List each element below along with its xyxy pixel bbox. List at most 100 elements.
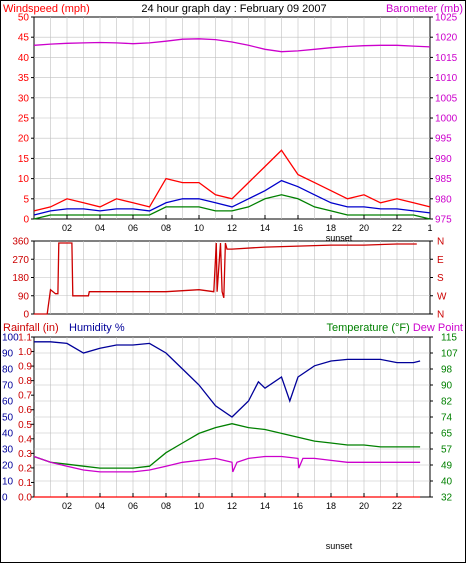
y-tick-label: 74 xyxy=(441,413,453,424)
y-tick-label: 980 xyxy=(435,194,452,205)
humidity-tick-label: 80 xyxy=(2,365,14,376)
temperature-series xyxy=(33,423,421,469)
x-tick-label: 02 xyxy=(62,223,72,233)
y-tick-label: 985 xyxy=(435,174,452,185)
y-tick-label: N xyxy=(437,310,444,321)
y-tick-label: 0.9 xyxy=(18,362,32,373)
x-tick-label: 16 xyxy=(293,501,303,511)
y-tick-label: 0.8 xyxy=(18,376,32,387)
y-tick-label: 0.3 xyxy=(18,449,32,460)
y-tick-label: 990 xyxy=(435,154,452,165)
y-tick-label: 90 xyxy=(18,291,30,302)
humidity-tick-label: 50 xyxy=(2,413,14,424)
y-tick-label: 90 xyxy=(441,381,453,392)
temperature-axis-label: Temperature (°F) Dew Point xyxy=(327,322,463,334)
windspeed-axis-label: Windspeed (mph) xyxy=(3,3,90,15)
humidity-tick-label: 70 xyxy=(2,381,14,392)
x-tick-label: 20 xyxy=(359,501,369,511)
y-tick-label: 0.6 xyxy=(18,405,32,416)
y-tick-label: E xyxy=(437,255,444,266)
y-tick-label: 20 xyxy=(18,134,30,145)
humidity-tick-label: 100 xyxy=(2,333,19,344)
y-tick-label: 0.0 xyxy=(18,493,32,504)
humidity-axis-label: Humidity % xyxy=(69,322,125,334)
humidity-tick-label: 0 xyxy=(2,493,8,504)
y-tick-label: 30 xyxy=(18,93,30,104)
humidity-tick-label: 90 xyxy=(2,349,14,360)
x-tick-label: 06 xyxy=(128,223,138,233)
y-tick-label: S xyxy=(437,273,444,284)
y-tick-label: 0.5 xyxy=(18,420,32,431)
humidity-tick-label: 40 xyxy=(2,429,14,440)
dew-point-series xyxy=(33,455,421,473)
x-tick-label: 16 xyxy=(293,223,303,233)
humidity-tick-label: 20 xyxy=(2,461,14,472)
y-tick-label: 0.7 xyxy=(18,391,32,402)
y-tick-label: 25 xyxy=(18,114,30,125)
y-tick-label: 1015 xyxy=(435,53,458,64)
y-tick-label: 0.1 xyxy=(18,478,32,489)
sunset-label-bottom: sunset xyxy=(326,541,353,551)
x-tick-label: 08 xyxy=(161,223,171,233)
y-tick-label: 995 xyxy=(435,134,452,145)
x-tick-label: 12 xyxy=(227,223,237,233)
x-tick-label: 10 xyxy=(194,501,204,511)
y-tick-label: 180 xyxy=(12,273,29,284)
y-tick-label: N xyxy=(437,237,444,248)
y-tick-label: 82 xyxy=(441,397,453,408)
x-tick-label: 06 xyxy=(128,501,138,511)
x-tick-label: 20 xyxy=(359,223,369,233)
y-tick-label: 270 xyxy=(12,255,29,266)
humidity-series xyxy=(34,341,421,418)
barometer-series xyxy=(33,38,431,53)
y-tick-label: 5 xyxy=(23,194,29,205)
x-tick-label: 18 xyxy=(326,223,336,233)
y-tick-label: 57 xyxy=(441,445,453,456)
y-tick-label: 1025 xyxy=(435,13,458,24)
x-tick-label: 02 xyxy=(62,501,72,511)
y-tick-label: 0 xyxy=(23,215,29,226)
y-tick-label: 40 xyxy=(441,477,453,488)
y-tick-label: 65 xyxy=(441,429,453,440)
windspeed-series xyxy=(33,149,431,212)
y-tick-label: 15 xyxy=(18,154,30,165)
x-tick-label: 10 xyxy=(194,223,204,233)
x-tick-label: 04 xyxy=(95,223,105,233)
y-tick-label: 35 xyxy=(18,73,30,84)
y-tick-label: 1.0 xyxy=(18,347,32,358)
y-tick-label: 32 xyxy=(441,493,453,504)
y-tick-label: 49 xyxy=(441,461,453,472)
y-tick-label: 45 xyxy=(18,33,30,44)
y-tick-label: W xyxy=(437,291,447,302)
x-tick-label: 18 xyxy=(326,501,336,511)
y-tick-label: 0 xyxy=(23,310,29,321)
x-tick-label: 04 xyxy=(95,501,105,511)
y-tick-label: 1010 xyxy=(435,73,458,84)
y-tick-label: 1.1 xyxy=(18,333,32,344)
chart-title: 24 hour graph day : February 09 2007 xyxy=(141,3,326,15)
x-tick-label: 12 xyxy=(227,501,237,511)
y-tick-label: 975 xyxy=(435,215,452,226)
rainfall-axis-label: Rainfall (in) xyxy=(3,322,59,334)
humidity-tick-label: 60 xyxy=(2,397,14,408)
y-tick-label: 0.2 xyxy=(18,463,32,474)
y-tick-label: 107 xyxy=(441,349,458,360)
y-tick-label: 50 xyxy=(18,13,30,24)
x-tick-label: 22 xyxy=(392,223,402,233)
y-tick-label: 1020 xyxy=(435,33,458,44)
y-tick-label: 0.4 xyxy=(18,434,32,445)
y-tick-label: 115 xyxy=(441,333,457,344)
y-tick-label: 10 xyxy=(18,174,30,185)
wind-average-series xyxy=(33,179,431,216)
x-tick-label: 1 xyxy=(427,223,432,233)
x-tick-label: 08 xyxy=(161,501,171,511)
barometer-axis-label: Barometer (mb) xyxy=(386,3,463,15)
humidity-tick-label: 30 xyxy=(2,445,14,456)
y-tick-label: 1005 xyxy=(435,93,458,104)
sunset-label-top: sunset xyxy=(326,233,353,243)
x-tick-label: 14 xyxy=(260,501,270,511)
y-tick-label: 1000 xyxy=(435,114,458,125)
humidity-tick-label: 10 xyxy=(2,477,14,488)
